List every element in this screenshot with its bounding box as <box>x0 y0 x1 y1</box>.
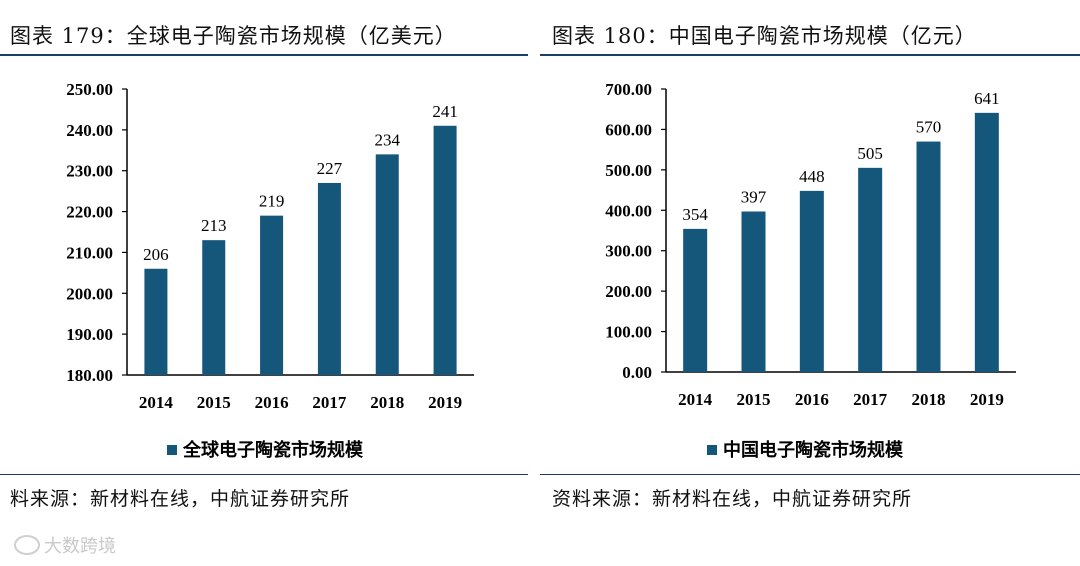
x-tick-label: 2014 <box>678 390 713 409</box>
x-tick-label: 2017 <box>312 393 347 412</box>
bar-value-label: 354 <box>682 205 708 224</box>
right-bar-chart: 0.00 100.00 200.00 300.00 400.00 500.00 600.00… <box>605 80 1016 460</box>
bar-value-label: 219 <box>259 192 285 211</box>
y-tick-label: 100.00 <box>605 323 652 342</box>
bar-2019 <box>433 125 457 376</box>
y-tick-label: 230.00 <box>66 162 113 181</box>
bar-value-label: 570 <box>916 118 942 137</box>
y-tick-label: 210.00 <box>66 243 113 262</box>
right-bottom-rule <box>540 474 1080 475</box>
bar-value-label: 397 <box>741 187 767 206</box>
watermark-logo-icon <box>14 535 40 555</box>
x-tick-label: 2014 <box>139 393 174 412</box>
bar-2014 <box>683 228 708 372</box>
bar-2014 <box>144 268 168 375</box>
x-tick-label: 2019 <box>428 393 462 412</box>
left-chart-title: 图表 179：全球电子陶瓷市场规模（亿美元） <box>10 24 457 48</box>
bar-2017 <box>858 167 883 372</box>
y-tick-label: 400.00 <box>605 201 652 220</box>
right-chart-title: 图表 180：中国电子陶瓷市场规模（亿元） <box>552 24 977 48</box>
y-tick-label: 220.00 <box>66 203 113 222</box>
y-tick-label: 200.00 <box>605 282 652 301</box>
y-tick-label: 0.00 <box>622 363 652 382</box>
bar-value-label: 206 <box>143 245 169 264</box>
bar-2019 <box>974 112 999 373</box>
x-tick-label: 2015 <box>197 393 231 412</box>
bar-2018 <box>916 141 941 372</box>
bar-2016 <box>260 215 284 375</box>
y-tick-label: 300.00 <box>605 242 652 261</box>
left-bottom-rule <box>0 474 528 475</box>
bar-value-label: 241 <box>432 102 458 121</box>
bar-2015 <box>741 211 766 372</box>
bar-2016 <box>799 190 824 372</box>
bar-value-label: 213 <box>201 216 227 235</box>
y-tick-label: 500.00 <box>605 161 652 180</box>
left-source-note: 料来源：新材料在线，中航证券研究所 <box>10 488 351 510</box>
bar-2017 <box>317 182 341 375</box>
y-tick-label: 240.00 <box>66 121 113 140</box>
x-tick-label: 2019 <box>970 390 1004 409</box>
left-top-rule <box>0 54 528 56</box>
y-tick-label: 190.00 <box>66 325 113 344</box>
right-top-rule <box>540 54 1080 56</box>
legend-swatch <box>167 445 177 455</box>
legend-label: 全球电子陶瓷市场规模 <box>182 439 364 460</box>
watermark-text: 大数跨境 <box>44 536 116 557</box>
x-tick-label: 2018 <box>370 393 404 412</box>
y-tick-label: 250.00 <box>66 80 113 99</box>
x-tick-label: 2017 <box>853 390 888 409</box>
bar-value-label: 448 <box>799 167 825 186</box>
bar-value-label: 641 <box>974 89 1000 108</box>
y-tick-label: 700.00 <box>605 80 652 99</box>
legend-swatch <box>707 445 717 455</box>
x-tick-label: 2015 <box>737 390 771 409</box>
x-tick-label: 2016 <box>795 390 829 409</box>
bar-value-label: 234 <box>375 130 401 149</box>
bar-2018 <box>375 154 399 375</box>
right-source-note: 资料来源：新材料在线，中航证券研究所 <box>552 488 913 510</box>
bar-value-label: 505 <box>857 144 883 163</box>
y-tick-label: 600.00 <box>605 120 652 139</box>
bar-value-label: 227 <box>317 159 343 178</box>
bar-2015 <box>202 240 226 375</box>
watermark: 大数跨境 <box>14 532 116 558</box>
left-bar-chart: 180.00 190.00 200.00 210.00 220.00 230.00 240.… <box>66 80 474 460</box>
x-tick-label: 2016 <box>255 393 289 412</box>
y-tick-label: 180.00 <box>66 366 113 385</box>
y-tick-label: 200.00 <box>66 284 113 303</box>
x-tick-label: 2018 <box>912 390 946 409</box>
legend-label: 中国电子陶瓷市场规模 <box>723 439 904 460</box>
